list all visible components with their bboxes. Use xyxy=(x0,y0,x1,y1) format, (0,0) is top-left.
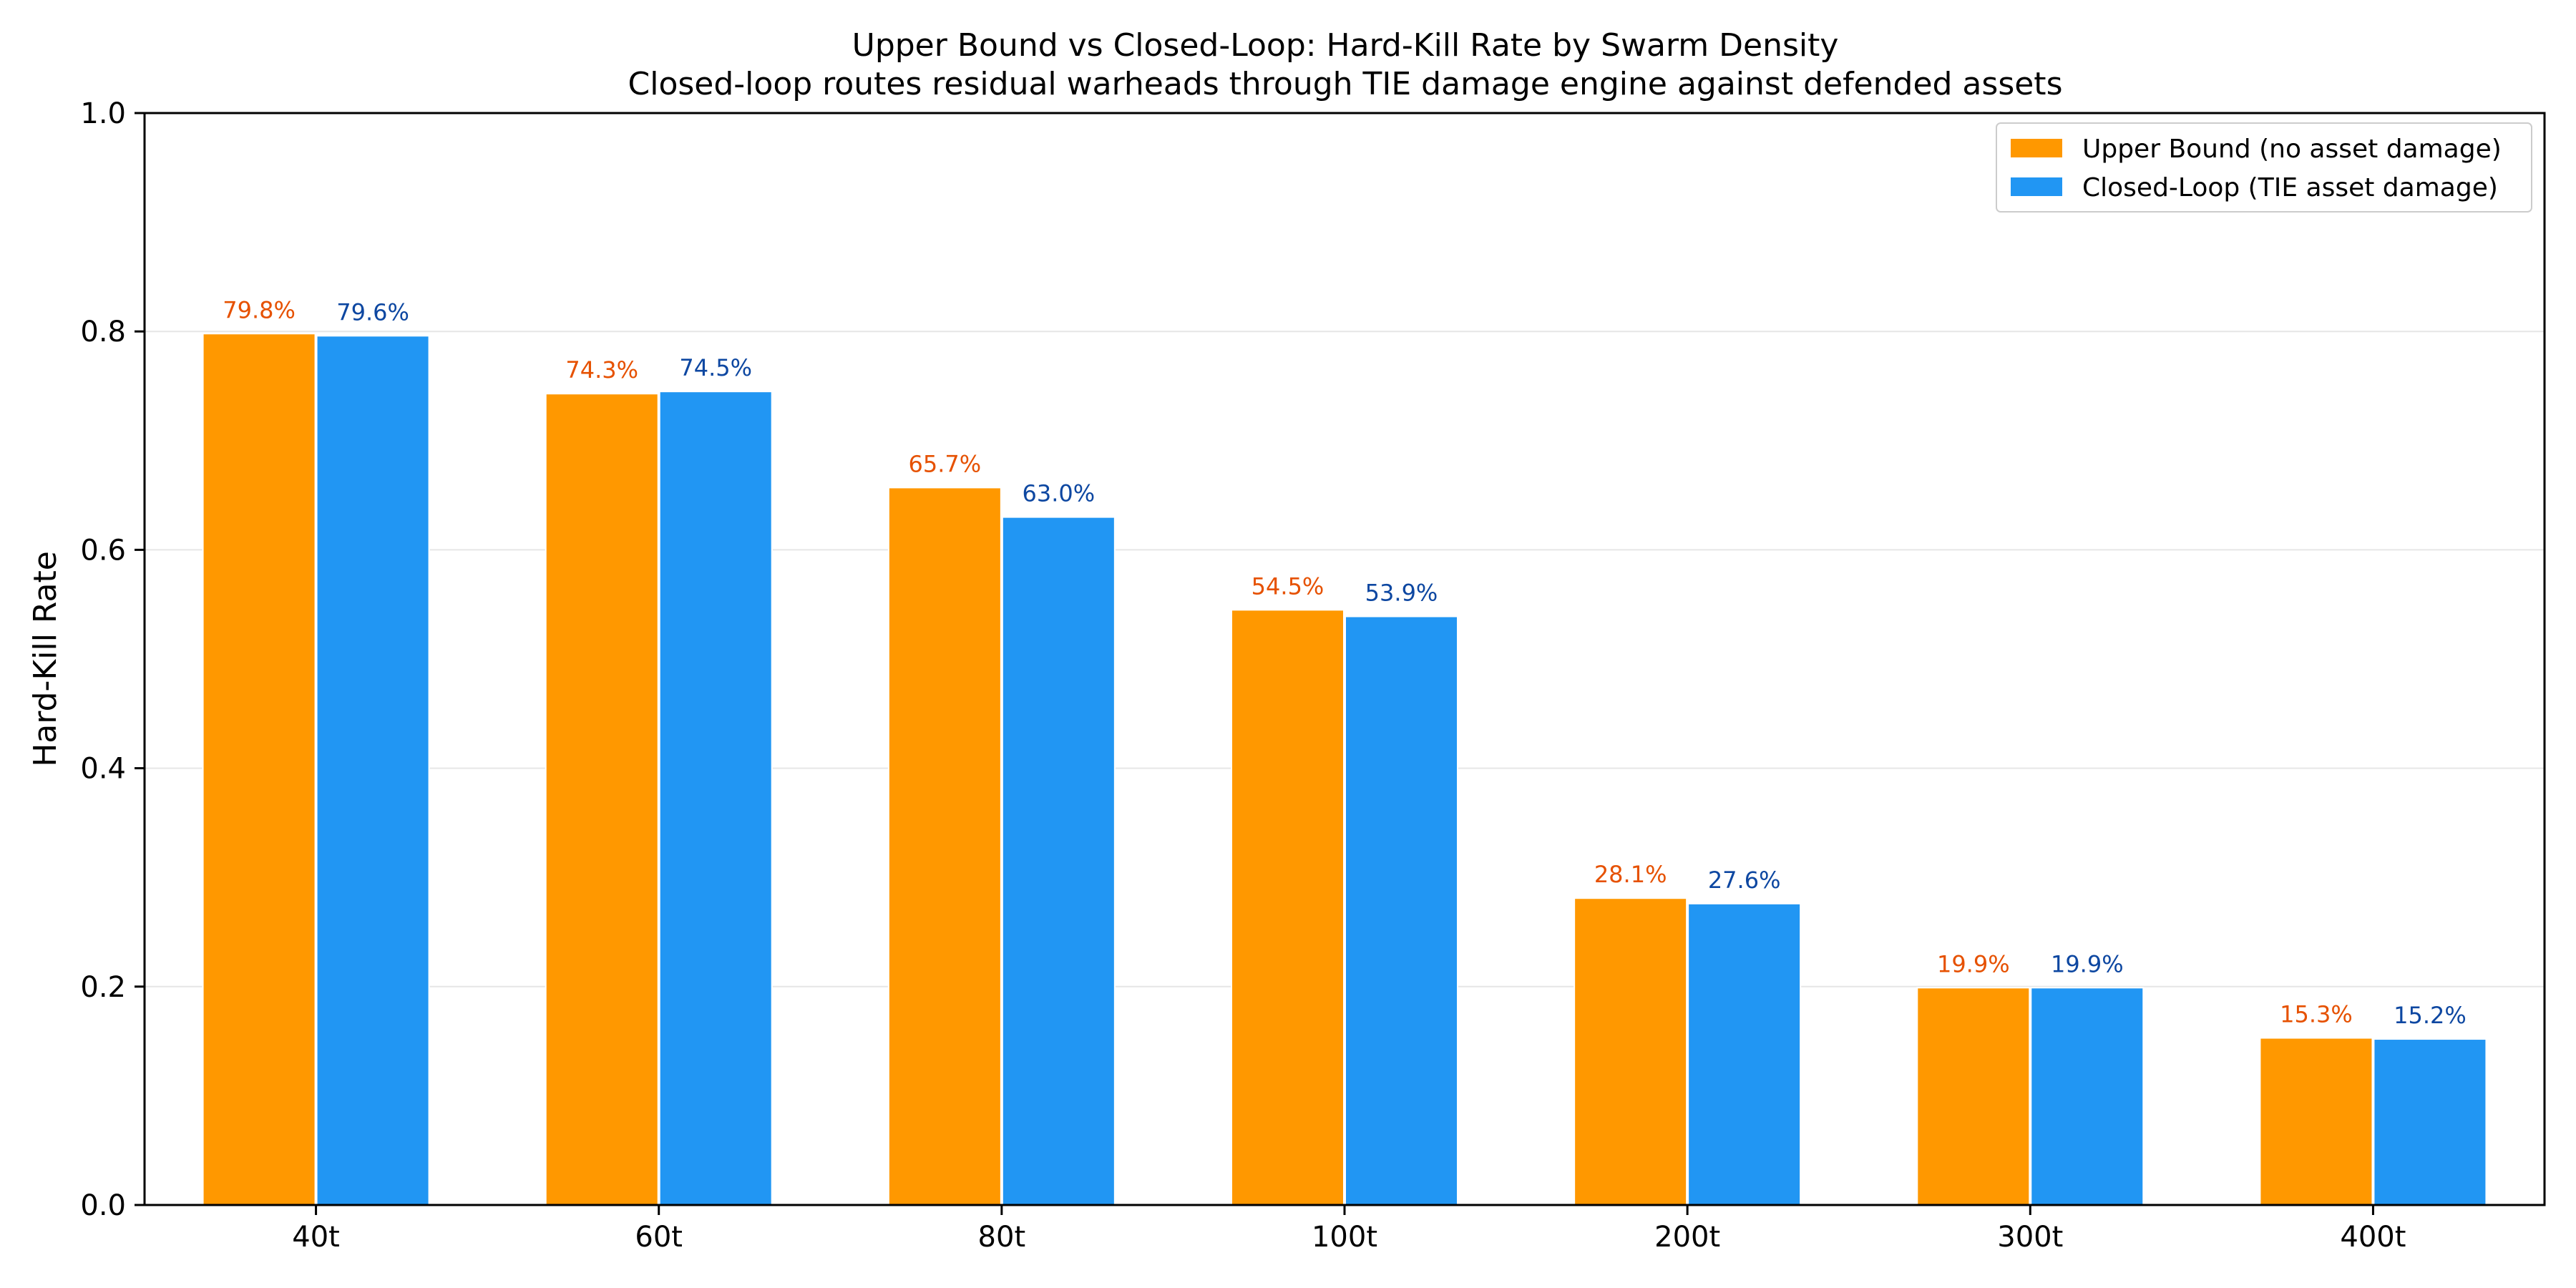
x-tick-label: 60t xyxy=(635,1221,683,1254)
bar-upper-bound xyxy=(1916,987,2031,1206)
legend-label-upper-bound: Upper Bound (no asset damage) xyxy=(2082,135,2502,164)
data-label-closed-loop: 79.6% xyxy=(336,298,409,326)
x-tick-label: 200t xyxy=(1654,1221,1720,1254)
bar-closed-loop xyxy=(1687,902,1802,1206)
bar-closed-loop xyxy=(2373,1038,2487,1206)
y-tick-label: 0.2 xyxy=(80,971,126,1004)
data-label-upper-bound: 79.8% xyxy=(223,296,296,323)
legend-label-closed-loop: Closed-Loop (TIE asset damage) xyxy=(2082,173,2498,203)
data-label-closed-loop: 63.0% xyxy=(1023,480,1096,507)
bar-upper-bound xyxy=(1574,897,1688,1206)
chart-subtitle: Closed-loop routes residual warheads thr… xyxy=(628,66,2063,102)
bar-upper-bound xyxy=(887,487,1002,1206)
y-tick-label: 0.4 xyxy=(80,753,126,786)
y-axis-ticks: 0.0 0.2 0.4 0.6 0.8 1.0 xyxy=(80,97,145,1222)
data-label-closed-loop: 74.5% xyxy=(679,354,752,381)
data-label-upper-bound: 15.3% xyxy=(2280,1001,2353,1028)
bar-closed-loop xyxy=(1345,615,1458,1206)
chart-title: Upper Bound vs Closed-Loop: Hard-Kill Ra… xyxy=(852,27,1839,64)
legend-swatch-closed-loop xyxy=(2011,177,2062,196)
bar-upper-bound xyxy=(2259,1037,2373,1206)
y-tick-label: 0.6 xyxy=(80,534,126,567)
data-label-upper-bound: 19.9% xyxy=(1937,950,2010,977)
bar-closed-loop xyxy=(2030,987,2145,1206)
legend: Upper Bound (no asset damage) Closed-Loo… xyxy=(1996,122,2532,213)
y-axis-label: Hard-Kill Rate xyxy=(27,551,64,767)
legend-swatch-upper-bound xyxy=(2011,139,2062,157)
data-label-upper-bound: 74.3% xyxy=(565,356,638,384)
data-label-closed-loop: 27.6% xyxy=(1708,867,1781,894)
bars xyxy=(202,333,2487,1206)
x-tick-label: 40t xyxy=(292,1221,340,1254)
legend-frame xyxy=(1996,122,2532,213)
bar-closed-loop xyxy=(658,391,773,1206)
y-tick-label: 0.8 xyxy=(80,316,126,348)
bar-upper-bound xyxy=(1231,609,1345,1206)
data-labels: 79.8% 79.6% 74.3% 74.5% 65.7% 63.0% 54.5% 53.9%… xyxy=(223,296,2467,1029)
bar-closed-loop xyxy=(316,335,430,1206)
data-label-upper-bound: 28.1% xyxy=(1594,861,1667,888)
data-label-upper-bound: 54.5% xyxy=(1252,572,1324,600)
bar-upper-bound xyxy=(202,333,316,1206)
data-label-closed-loop: 53.9% xyxy=(1365,579,1438,606)
data-label-closed-loop: 19.9% xyxy=(2051,950,2124,977)
y-tick-label: 0.0 xyxy=(80,1189,126,1222)
y-tick-label: 1.0 xyxy=(80,97,126,130)
x-tick-label: 300t xyxy=(1997,1221,2063,1254)
data-label-closed-loop: 15.2% xyxy=(2394,1002,2467,1029)
x-tick-label: 100t xyxy=(1312,1221,1377,1254)
x-tick-label: 400t xyxy=(2340,1221,2406,1254)
data-label-upper-bound: 65.7% xyxy=(909,450,982,477)
bar-upper-bound xyxy=(545,393,659,1206)
x-axis-ticks: 40t 60t 80t 100t 200t 300t 400t xyxy=(292,1205,2406,1254)
bar-closed-loop xyxy=(1001,516,1116,1206)
x-tick-label: 80t xyxy=(978,1221,1026,1254)
